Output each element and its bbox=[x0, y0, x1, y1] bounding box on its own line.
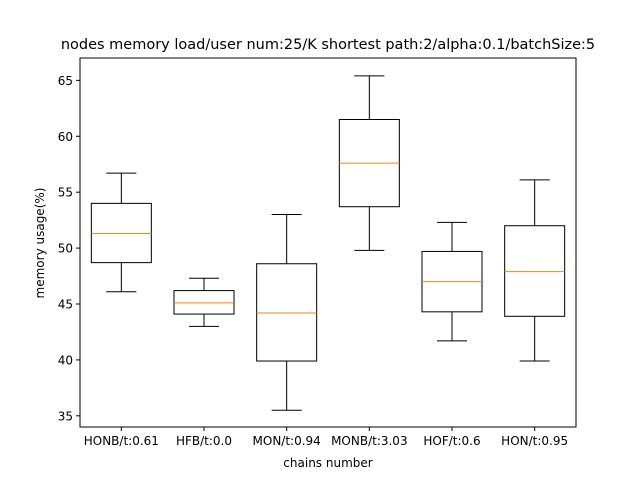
y-tick-label: 55 bbox=[58, 186, 73, 200]
x-tick-label: HFB/t:0.0 bbox=[176, 434, 232, 448]
y-tick-label: 35 bbox=[58, 409, 73, 423]
y-tick-label: 50 bbox=[58, 242, 73, 256]
y-axis-ticks: 35 40 45 50 55 60 65 bbox=[58, 74, 80, 423]
box-group bbox=[256, 214, 318, 411]
box-group bbox=[173, 277, 235, 327]
x-tick-label: HONB/t:0.61 bbox=[84, 434, 159, 448]
y-axis-label: memory usage(%) bbox=[33, 188, 47, 299]
chart-title: nodes memory load/user num:25/K shortest… bbox=[61, 37, 595, 53]
plot-area bbox=[90, 75, 566, 411]
axes-frame bbox=[79, 57, 577, 428]
y-tick-label: 65 bbox=[58, 74, 73, 88]
y-tick-label: 60 bbox=[58, 130, 73, 144]
box-group bbox=[338, 75, 400, 251]
x-axis-ticks: HONB/t:0.61 HFB/t:0.0 MON/t:0.94 MONB/t:3.0… bbox=[84, 427, 568, 448]
x-tick-label: MON/t:0.94 bbox=[253, 434, 321, 448]
y-tick-label: 45 bbox=[58, 298, 73, 312]
box-group bbox=[504, 179, 566, 362]
iqr-box bbox=[256, 263, 318, 362]
x-tick-label: HOF/t:0.6 bbox=[423, 434, 480, 448]
y-tick-label: 40 bbox=[58, 353, 73, 367]
x-axis-label: chains number bbox=[283, 456, 372, 470]
iqr-box bbox=[504, 225, 566, 317]
box-group bbox=[90, 172, 152, 293]
x-tick-label: HON/t:0.95 bbox=[501, 434, 568, 448]
box-group bbox=[421, 221, 483, 342]
iqr-box bbox=[90, 202, 152, 264]
x-tick-label: MONB/t:3.03 bbox=[331, 434, 408, 448]
iqr-box bbox=[173, 290, 235, 315]
